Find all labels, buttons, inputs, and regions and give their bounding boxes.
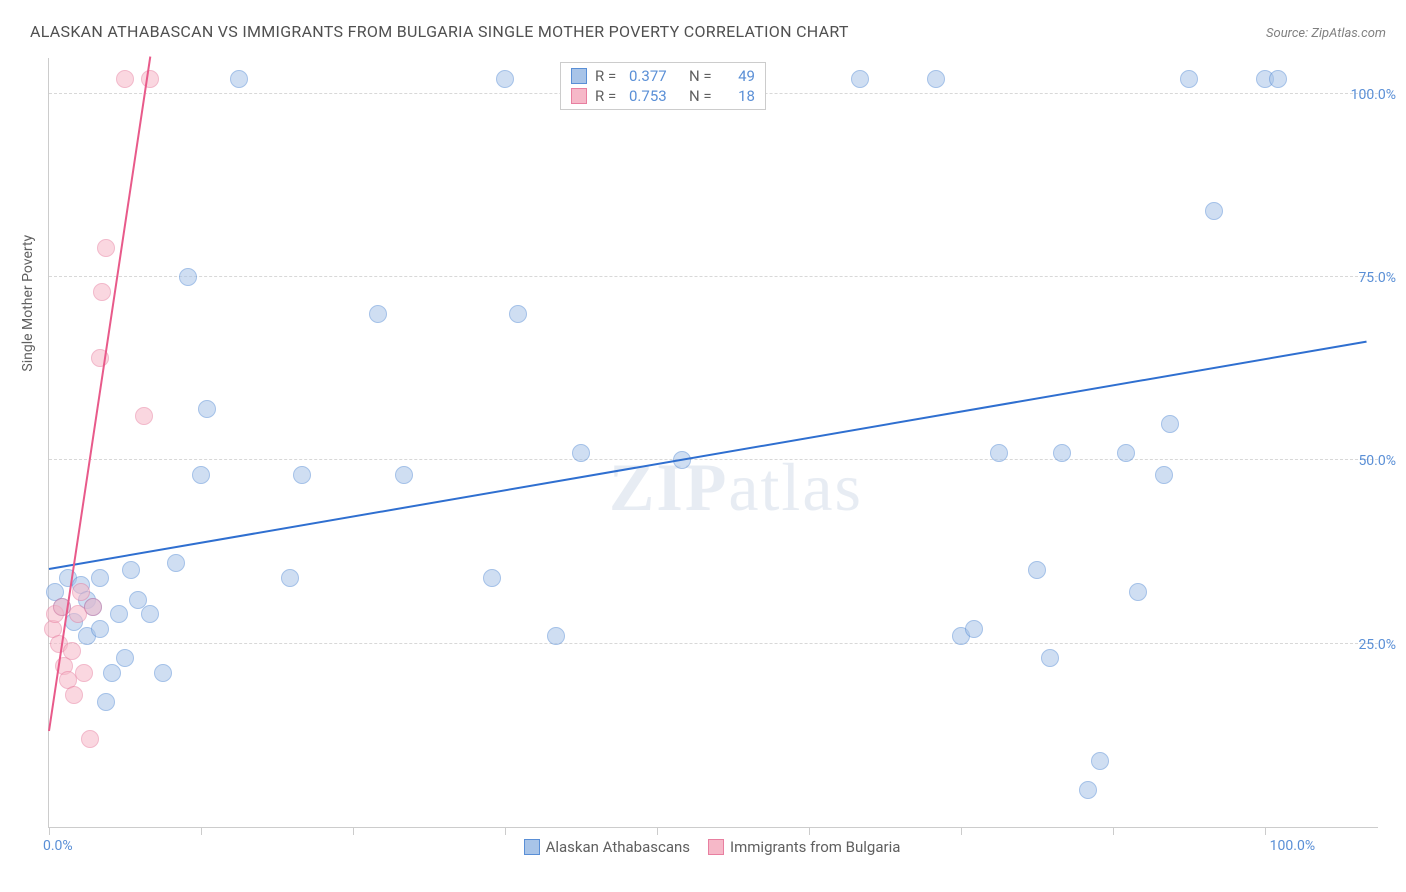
scatter-point [369,305,387,323]
scatter-point [1041,649,1059,667]
scatter-point [129,591,147,609]
n-label: N = [689,87,719,105]
r-value: 0.377 [629,67,681,85]
scatter-point [97,693,115,711]
r-label: R = [595,87,621,105]
r-value: 0.753 [629,87,681,105]
scatter-point [72,583,90,601]
series-legend: Alaskan Athabascans Immigrants from Bulga… [0,838,1406,856]
x-tick [657,827,658,835]
scatter-point [167,554,185,572]
scatter-point [135,407,153,425]
y-tick-label: 100.0% [1351,87,1396,103]
chart-title: ALASKAN ATHABASCAN VS IMMIGRANTS FROM BU… [30,22,849,41]
y-tick-label: 75.0% [1358,270,1396,286]
scatter-point [81,730,99,748]
scatter-point [122,561,140,579]
legend-swatch [571,68,587,84]
gridline [49,459,1378,460]
legend-row: R = 0.753 N = 18 [571,86,755,106]
source-attribution: Source: ZipAtlas.com [1266,26,1386,41]
scatter-point [93,283,111,301]
x-tick [505,827,506,835]
scatter-point [110,605,128,623]
scatter-point [1028,561,1046,579]
scatter-point [1079,781,1097,799]
gridline [49,643,1378,644]
x-tick [1265,827,1266,835]
scatter-point [1180,70,1198,88]
scatter-point [179,268,197,286]
n-label: N = [689,67,719,85]
scatter-point [91,620,109,638]
scatter-point [851,70,869,88]
scatter-point [1053,444,1071,462]
n-value: 49 [727,67,755,85]
y-tick-label: 50.0% [1358,453,1396,469]
scatter-point [84,598,102,616]
n-value: 18 [727,87,755,105]
x-tick [1113,827,1114,835]
scatter-point [1091,752,1109,770]
scatter-point [91,569,109,587]
scatter-point [141,605,159,623]
scatter-point [116,649,134,667]
trend-line [49,341,1367,570]
scatter-point [192,466,210,484]
scatter-point [281,569,299,587]
scatter-point [1205,202,1223,220]
legend-swatch [708,839,724,855]
correlation-legend: R = 0.377 N = 49 R = 0.753 N = 18 [560,62,766,110]
correlation-chart: ALASKAN ATHABASCAN VS IMMIGRANTS FROM BU… [0,0,1406,892]
scatter-point [75,664,93,682]
x-tick [49,827,50,835]
y-axis-label: Single Mother Poverty [20,235,36,372]
x-tick-label: 100.0% [1270,838,1315,854]
scatter-point [198,400,216,418]
scatter-point [509,305,527,323]
scatter-point [1155,466,1173,484]
scatter-point [1161,415,1179,433]
gridline [49,276,1378,277]
x-tick-label: 0.0% [43,838,73,854]
scatter-point [1269,70,1287,88]
legend-label: Immigrants from Bulgaria [730,838,900,856]
y-tick-label: 25.0% [1358,637,1396,653]
scatter-point [1129,583,1147,601]
scatter-point [965,620,983,638]
scatter-point [927,70,945,88]
scatter-point [496,70,514,88]
r-label: R = [595,67,621,85]
scatter-point [990,444,1008,462]
scatter-point [483,569,501,587]
scatter-point [116,70,134,88]
scatter-point [572,444,590,462]
legend-label: Alaskan Athabascans [546,838,690,856]
scatter-point [97,239,115,257]
scatter-point [395,466,413,484]
legend-swatch [571,88,587,104]
scatter-point [293,466,311,484]
x-tick [961,827,962,835]
x-tick [201,827,202,835]
scatter-point [547,627,565,645]
scatter-point [230,70,248,88]
scatter-point [65,686,83,704]
scatter-point [103,664,121,682]
x-tick [353,827,354,835]
scatter-point [154,664,172,682]
legend-row: R = 0.377 N = 49 [571,66,755,86]
legend-swatch [524,839,540,855]
plot-area: ZIPatlas [48,58,1378,828]
scatter-point [63,642,81,660]
scatter-point [1117,444,1135,462]
x-tick [809,827,810,835]
